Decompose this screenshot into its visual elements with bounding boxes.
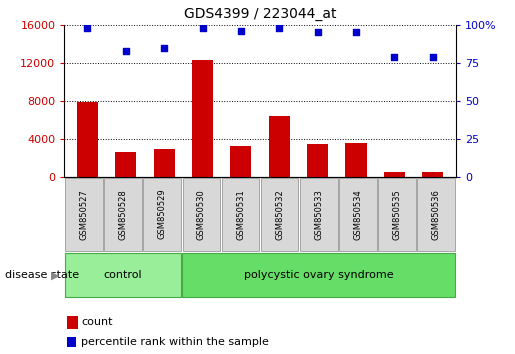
Text: GSM850527: GSM850527	[79, 189, 89, 240]
Text: GSM850532: GSM850532	[275, 189, 284, 240]
Bar	[339, 178, 376, 251]
Point	[83, 25, 92, 31]
Text: control: control	[104, 270, 142, 280]
Point	[198, 25, 207, 31]
Bar	[230, 145, 251, 177]
Text: disease state: disease state	[5, 270, 79, 280]
Bar	[379, 178, 416, 251]
Bar	[182, 253, 455, 297]
Point	[275, 25, 283, 31]
Text: GSM850531: GSM850531	[236, 189, 245, 240]
Title: GDS4399 / 223044_at: GDS4399 / 223044_at	[184, 7, 336, 21]
Bar	[105, 178, 142, 251]
Bar	[115, 152, 136, 177]
Point	[314, 29, 322, 35]
Bar	[418, 178, 455, 251]
Text: GSM850535: GSM850535	[392, 189, 402, 240]
Bar	[77, 102, 98, 177]
Text: GSM850536: GSM850536	[432, 189, 441, 240]
Point	[160, 45, 168, 50]
Bar	[422, 172, 443, 177]
Bar	[153, 149, 175, 177]
Text: GSM850533: GSM850533	[314, 189, 323, 240]
Bar	[183, 178, 220, 251]
Text: GSM850529: GSM850529	[158, 189, 167, 240]
Bar	[65, 253, 181, 297]
Bar	[261, 178, 298, 251]
Bar	[144, 178, 181, 251]
Text: percentile rank within the sample: percentile rank within the sample	[81, 337, 269, 347]
Text: GSM850534: GSM850534	[353, 189, 363, 240]
Bar	[192, 60, 213, 177]
Point	[352, 29, 360, 35]
Point	[122, 48, 130, 53]
Point	[237, 28, 245, 34]
Bar	[300, 178, 337, 251]
Point	[428, 54, 437, 59]
Bar	[346, 143, 367, 177]
Text: polycystic ovary syndrome: polycystic ovary syndrome	[244, 270, 393, 280]
Text: ▶: ▶	[50, 270, 59, 280]
Text: GSM850530: GSM850530	[197, 189, 206, 240]
Bar	[384, 172, 405, 177]
Bar	[65, 178, 102, 251]
Text: GSM850528: GSM850528	[118, 189, 128, 240]
Text: count: count	[81, 317, 113, 327]
Bar	[269, 116, 290, 177]
Point	[390, 54, 399, 59]
Bar	[307, 144, 328, 177]
Bar	[222, 178, 259, 251]
